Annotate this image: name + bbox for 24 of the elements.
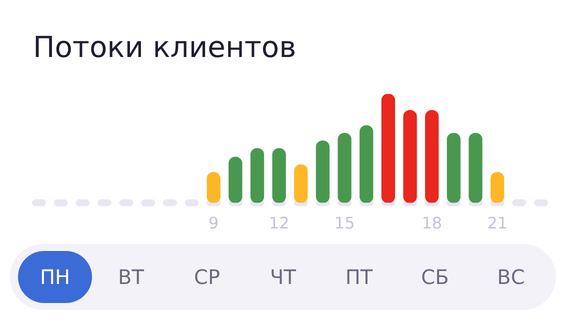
bar: [272, 148, 286, 203]
bar: [250, 148, 264, 203]
bar: [381, 94, 396, 203]
chart-title: Потоки клиентов: [33, 30, 296, 64]
bar: [403, 110, 417, 203]
text: СР: [192, 264, 222, 291]
x-tick-label: 12: [268, 214, 290, 233]
text: ВТ: [117, 264, 145, 291]
bar: [228, 156, 242, 203]
bar: [446, 132, 461, 203]
text: ПТ: [344, 264, 374, 291]
bar: [316, 140, 330, 203]
bar: [468, 132, 482, 203]
bar: [360, 125, 374, 203]
bar: [425, 110, 439, 203]
text: ЧТ: [269, 264, 297, 291]
x-tick-label: 15: [334, 214, 355, 233]
x-tick-label: 18: [422, 214, 442, 233]
text: СБ: [420, 264, 450, 291]
text: ПН: [18, 251, 92, 303]
text: ВС: [496, 264, 526, 291]
x-tick-label: 21: [487, 214, 508, 233]
bar: [338, 132, 352, 203]
x-tick-label: 9: [208, 214, 219, 233]
